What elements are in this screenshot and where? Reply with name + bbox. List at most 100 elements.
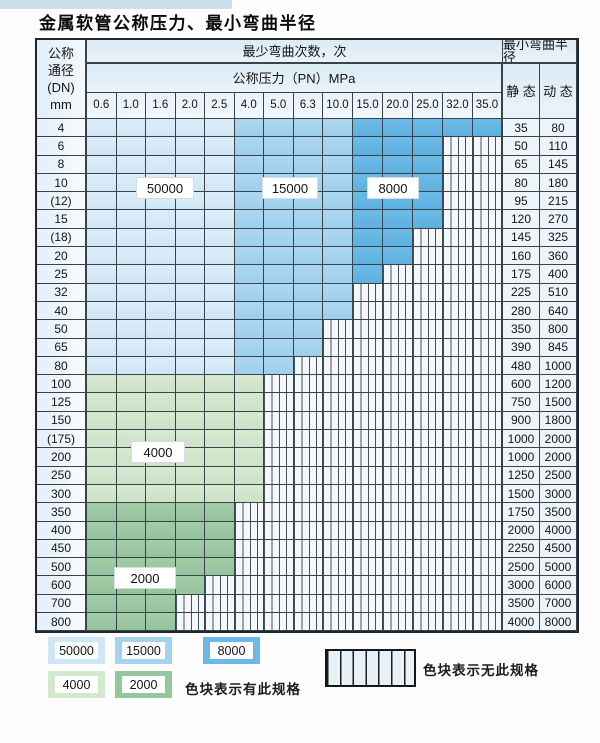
no-spec-cell	[383, 466, 413, 485]
static-radius-value: 65	[503, 155, 540, 174]
static-radius-value: 160	[503, 247, 540, 266]
no-spec-cell	[383, 521, 413, 540]
bend-zone-cell-8000	[383, 155, 413, 174]
no-spec-cell	[383, 484, 413, 504]
no-spec-cell	[413, 558, 443, 577]
no-spec-cell	[234, 521, 264, 540]
no-spec-cell	[413, 228, 443, 248]
no-spec-cell	[383, 411, 413, 431]
pressure-bend-table-wrap: 公称 通径 (DN) mm 最少弯曲次数，次 最小弯曲半径 公称压力（PN）MPa 静 态动 …	[35, 38, 579, 634]
bend-zone-cell-50000	[87, 356, 117, 376]
dynamic-radius-value: 2000	[540, 448, 577, 467]
bend-zone-cell-50000	[146, 247, 176, 266]
bend-zone-cell-15000	[234, 247, 264, 266]
no-spec-cell	[353, 484, 383, 504]
bend-zone-cell-8000	[413, 210, 443, 229]
bend-zone-cell-50000	[175, 247, 205, 266]
no-spec-cell	[293, 430, 323, 449]
pn-value-cell: 5.0	[264, 93, 294, 119]
bend-zone-cell-15000	[264, 137, 294, 156]
pressure-header: 公称压力（PN）MPa	[87, 64, 503, 93]
dynamic-radius-value: 180	[540, 173, 577, 193]
bend-zone-cell-2000	[205, 503, 235, 522]
pn-value-cell: 10.0	[323, 93, 353, 119]
dynamic-radius-value: 510	[540, 283, 577, 302]
bend-zone-cell-2000	[146, 613, 176, 632]
no-spec-cell	[323, 503, 353, 522]
no-spec-cell	[473, 265, 503, 284]
no-spec-cell	[264, 411, 294, 431]
bend-zone-cell-8000	[413, 155, 443, 174]
bend-zone-cell-50000	[205, 338, 235, 357]
no-spec-cell	[323, 594, 353, 614]
bend-zone-cell-15000	[264, 338, 294, 357]
bend-zone-cell-50000	[205, 155, 235, 174]
no-spec-cell	[264, 613, 294, 632]
bend-zone-cell-4000	[205, 375, 235, 394]
no-spec-cell	[383, 283, 413, 302]
static-radius-value: 1250	[503, 466, 540, 485]
no-spec-cell	[383, 375, 413, 394]
dn-cell: 500	[37, 558, 87, 577]
bend-zone-cell-50000	[175, 265, 205, 284]
no-spec-cell	[323, 448, 353, 467]
bend-zone-cell-15000	[293, 283, 323, 302]
no-spec-cell	[264, 503, 294, 522]
no-spec-cell	[473, 155, 503, 174]
bend-zone-cell-2000	[175, 521, 205, 540]
bend-zone-cell-50000	[87, 338, 117, 357]
no-spec-cell	[443, 375, 473, 394]
static-radius-value: 1750	[503, 503, 540, 522]
no-spec-cell	[293, 558, 323, 577]
no-spec-cell	[473, 356, 503, 376]
bend-zone-cell-50000	[116, 247, 146, 266]
no-spec-cell	[293, 613, 323, 632]
no-spec-cell	[264, 466, 294, 485]
no-spec-cell	[473, 613, 503, 632]
dn-cell: 80	[37, 356, 87, 376]
no-spec-cell	[293, 411, 323, 431]
dynamic-radius-value: 1500	[540, 393, 577, 412]
bend-zone-cell-15000	[234, 192, 264, 211]
no-spec-cell	[293, 448, 323, 467]
dynamic-radius-value: 145	[540, 155, 577, 174]
bend-zone-cell-50000	[116, 301, 146, 321]
no-spec-cell	[413, 265, 443, 284]
bend-zone-cell-4000	[234, 466, 264, 485]
no-spec-cell	[323, 613, 353, 632]
no-spec-cell	[413, 430, 443, 449]
bend-zone-cell-50000	[87, 119, 117, 138]
bend-zone-cell-2000	[146, 503, 176, 522]
dynamic-radius-value: 800	[540, 320, 577, 339]
dn-cell: 350	[37, 503, 87, 522]
bend-zone-cell-50000	[87, 210, 117, 229]
zone-value-label: 4000	[131, 441, 185, 463]
bend-zone-cell-50000	[116, 210, 146, 229]
bend-zone-cell-50000	[146, 301, 176, 321]
no-spec-cell	[473, 430, 503, 449]
bend-zone-cell-15000	[323, 137, 353, 156]
no-spec-cell	[353, 375, 383, 394]
bend-zone-cell-50000	[87, 155, 117, 174]
bend-zone-cell-15000	[234, 265, 264, 284]
no-spec-cell	[473, 594, 503, 614]
dn-cell: (12)	[37, 192, 87, 211]
no-spec-cell	[413, 320, 443, 339]
no-spec-cell	[234, 503, 264, 522]
no-spec-cell	[353, 613, 383, 632]
bend-zone-cell-4000	[87, 411, 117, 431]
bend-zone-cell-15000	[234, 119, 264, 138]
no-spec-cell	[264, 448, 294, 467]
bend-zone-cell-4000	[205, 430, 235, 449]
bend-zone-cell-50000	[205, 137, 235, 156]
no-spec-cell	[383, 503, 413, 522]
no-spec-cell	[413, 301, 443, 321]
static-radius-value: 350	[503, 320, 540, 339]
pn-value-cell: 20.0	[383, 93, 413, 119]
static-radius-value: 480	[503, 356, 540, 376]
bend-zone-cell-4000	[175, 411, 205, 431]
no-spec-cell	[473, 173, 503, 193]
no-spec-cell	[293, 539, 323, 559]
no-spec-cell	[413, 521, 443, 540]
bend-zone-cell-2000	[116, 521, 146, 540]
